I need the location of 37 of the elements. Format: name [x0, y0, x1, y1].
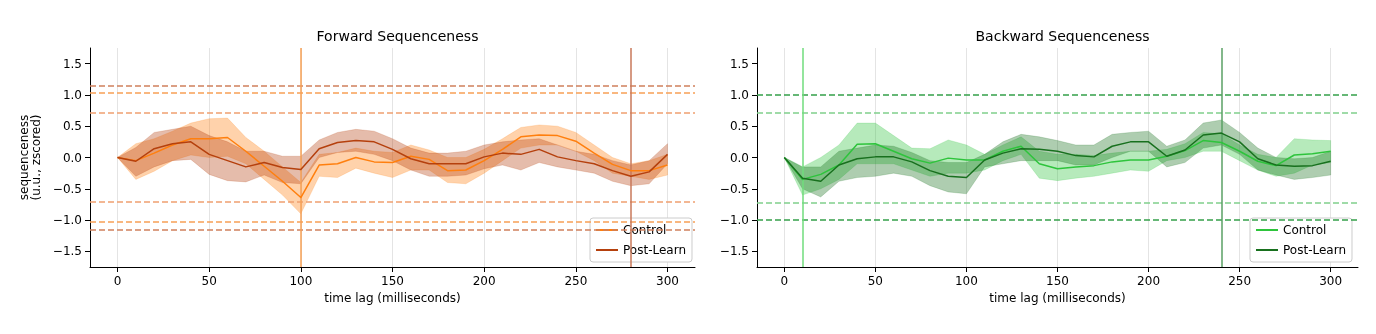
- y-axis-title: sequenceness (u.u., zscored): [16, 114, 43, 201]
- y-tick-label: −0.5: [52, 181, 82, 196]
- x-tick-label: 150: [1046, 274, 1069, 288]
- y-tick-label: −1.5: [52, 244, 82, 259]
- legend-label: Control: [623, 223, 667, 237]
- y-tick-label: −1.0: [719, 213, 749, 228]
- y-tick-label: 0.5: [729, 119, 749, 134]
- y-tick-label: 0.0: [62, 150, 82, 165]
- y-tick-label: 1.5: [729, 56, 749, 71]
- y-tick-label: 1.0: [62, 87, 82, 102]
- x-tick-label: 300: [1319, 274, 1343, 288]
- x-tick-label: 250: [1228, 274, 1252, 288]
- x-tick-label: 0: [780, 274, 789, 288]
- y-tick-label: −0.5: [719, 181, 749, 196]
- x-axis-title: time lag (milliseconds): [324, 290, 461, 305]
- y-tick-label: 1.5: [62, 56, 82, 71]
- y-tick-label: 1.0: [729, 87, 749, 102]
- x-tick-label: 200: [1137, 274, 1161, 288]
- y-tick-label: 0.0: [729, 150, 749, 165]
- x-axis-title: time lag (milliseconds): [989, 290, 1126, 305]
- y-tick-label: −1.0: [52, 213, 82, 228]
- x-tick-label: 0: [113, 274, 122, 288]
- x-tick-label: 150: [381, 274, 404, 288]
- y-tick-label: −1.5: [719, 244, 749, 259]
- chart-title: Backward Sequenceness: [975, 28, 1150, 44]
- x-tick-label: 300: [656, 274, 679, 288]
- chart-title: Forward Sequenceness: [316, 28, 479, 44]
- x-tick-label: 200: [472, 274, 496, 288]
- legend-label: Control: [1283, 223, 1327, 237]
- legend-label: Post-Learn: [623, 243, 687, 257]
- x-tick-label: 250: [564, 274, 588, 288]
- x-tick-label: 50: [867, 274, 884, 288]
- legend-label: Post-Learn: [1283, 243, 1347, 257]
- x-tick-label: 50: [201, 274, 217, 288]
- x-tick-label: 100: [954, 274, 978, 288]
- y-tick-label: 0.5: [62, 119, 82, 134]
- x-tick-label: 100: [289, 274, 313, 288]
